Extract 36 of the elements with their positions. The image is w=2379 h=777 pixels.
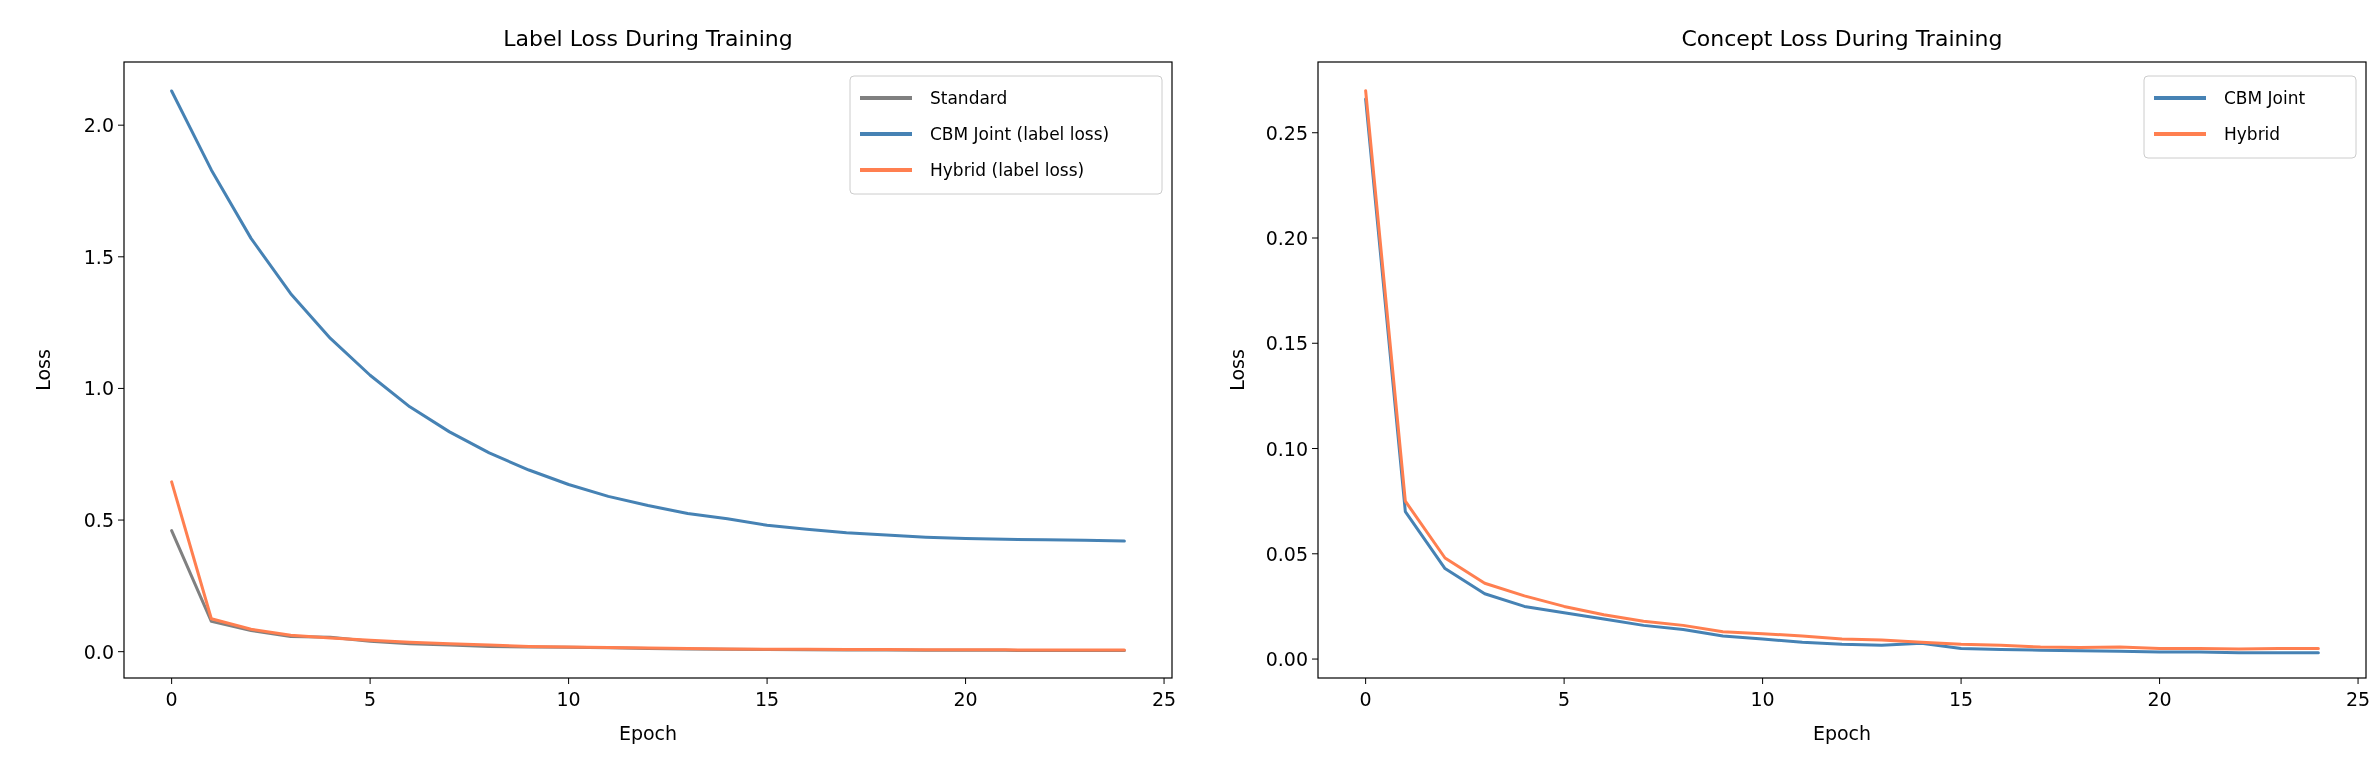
y-axis-title: Loss bbox=[32, 349, 54, 391]
x-tick-label: 15 bbox=[755, 688, 780, 710]
y-tick-label: 1.5 bbox=[83, 245, 114, 268]
x-tick-label: 10 bbox=[1750, 688, 1775, 710]
x-axis-title: Epoch bbox=[1812, 722, 1872, 744]
x-tick-label: 25 bbox=[1151, 688, 1177, 710]
chart-title: Concept Loss During Training bbox=[1681, 26, 2003, 51]
legend-label: Hybrid (label loss) bbox=[930, 160, 1085, 180]
x-tick-label: 10 bbox=[556, 688, 581, 710]
y-tick-label: 0.5 bbox=[83, 509, 114, 532]
y-tick-label: 0.0 bbox=[83, 640, 114, 663]
line-series bbox=[170, 89, 1126, 543]
y-tick-label: 1.0 bbox=[83, 377, 114, 400]
y-tick-label: 0.10 bbox=[1265, 437, 1308, 460]
y-tick-label: 0.00 bbox=[1265, 648, 1308, 671]
x-tick-label: 5 bbox=[1558, 688, 1571, 710]
x-tick-label: 15 bbox=[1949, 688, 1974, 710]
x-tick-label: 20 bbox=[2147, 688, 2172, 710]
y-axis-title: Loss bbox=[1226, 349, 1248, 391]
x-tick-label: 20 bbox=[953, 688, 978, 710]
x-tick-label: 0 bbox=[165, 688, 178, 710]
y-tick-label: 0.05 bbox=[1265, 542, 1308, 565]
x-axis-title: Epoch bbox=[618, 722, 678, 744]
y-tick-label: 0.25 bbox=[1265, 121, 1308, 144]
x-tick-label: 5 bbox=[364, 688, 377, 710]
y-tick-label: 0.15 bbox=[1265, 332, 1308, 355]
legend-label: CBM Joint (label loss) bbox=[930, 124, 1110, 144]
x-tick-label: 0 bbox=[1359, 688, 1372, 710]
x-tick-label: 25 bbox=[2345, 688, 2371, 710]
legend-label: Hybrid bbox=[2224, 124, 2281, 144]
y-tick-label: 2.0 bbox=[83, 114, 114, 137]
legend-label: CBM Joint bbox=[2224, 88, 2306, 108]
y-tick-label: 0.20 bbox=[1265, 227, 1308, 249]
legend-label: Standard bbox=[930, 88, 1008, 108]
chart-title: Label Loss During Training bbox=[503, 26, 793, 51]
line-series bbox=[170, 480, 1126, 652]
